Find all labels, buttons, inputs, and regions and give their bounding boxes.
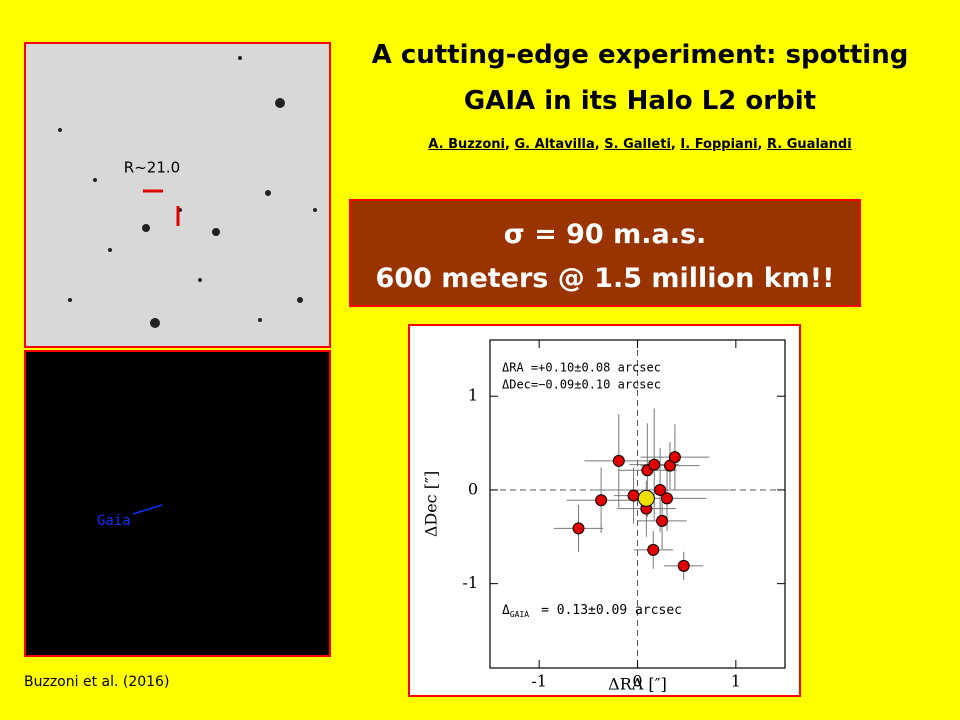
point [612, 454, 625, 467]
gaia-label: Gaia [97, 513, 131, 529]
title: A cutting-edge experiment: spotting GAIA… [350, 32, 930, 124]
title-line: A cutting-edge experiment: spotting [371, 40, 909, 70]
author: S. Galleti [604, 137, 671, 152]
point [595, 494, 608, 507]
title-line: GAIA in its Halo L2 orbit [463, 86, 817, 116]
x-tick-label: -1 [531, 672, 547, 691]
separator: , [670, 137, 676, 152]
x-axis-label: ΔRA [″] [608, 675, 667, 694]
annotation-subscript: GAIA [510, 610, 529, 619]
separator: , [505, 137, 510, 152]
separator: , [594, 137, 600, 152]
credit: Buzzoni et al. (2016) [24, 674, 170, 690]
y-tick-label: 0 [468, 479, 478, 498]
y-axis-label: ΔDec [″] [422, 471, 441, 537]
author: A. Buzzoni [428, 137, 506, 152]
authors: A. Buzzoni, G. Altavilla, S. Galleti, I.… [350, 137, 930, 152]
annotation-text: = 0.13±0.09 arcsec [541, 603, 682, 618]
magnitude-label: R~21.0 [124, 159, 180, 177]
highlight-box: σ = 90 m.a.s. 600 meters @ 1.5 million k… [349, 199, 861, 307]
point [654, 483, 667, 496]
point [627, 489, 640, 502]
point [668, 451, 681, 464]
star-field-image [24, 42, 331, 348]
point [637, 489, 655, 507]
point [647, 543, 660, 556]
y-tick-label: -1 [462, 573, 478, 592]
annotation-symbol: Δ [502, 603, 510, 618]
x-tick-label: 1 [731, 672, 741, 691]
annotation: ΔDec=−0.09±0.10 arcsec [502, 378, 661, 392]
separator: , [757, 137, 763, 152]
arrow [132, 504, 163, 515]
point [677, 559, 690, 572]
point [661, 492, 673, 505]
highlight-line: σ = 90 m.a.s. [503, 219, 707, 250]
point [656, 514, 669, 527]
gaia-image [24, 350, 331, 657]
annotation: ΔRA =+0.10±0.08 arcsec [502, 361, 661, 375]
x-tick-label: 0 [632, 672, 642, 691]
author: I. Foppiani [680, 137, 758, 152]
highlight-line: 600 meters @ 1.5 million km!! [375, 263, 835, 294]
author: R. Gualandi [767, 137, 852, 152]
author: G. Altavilla [514, 137, 595, 152]
plot-frame [408, 324, 801, 697]
y-tick-label: 1 [468, 386, 478, 405]
gaia-annotation: ΔGAIA = 0.13±0.09 arcsec [502, 603, 682, 619]
point [572, 522, 585, 535]
point [648, 458, 661, 471]
stars [58, 56, 317, 328]
